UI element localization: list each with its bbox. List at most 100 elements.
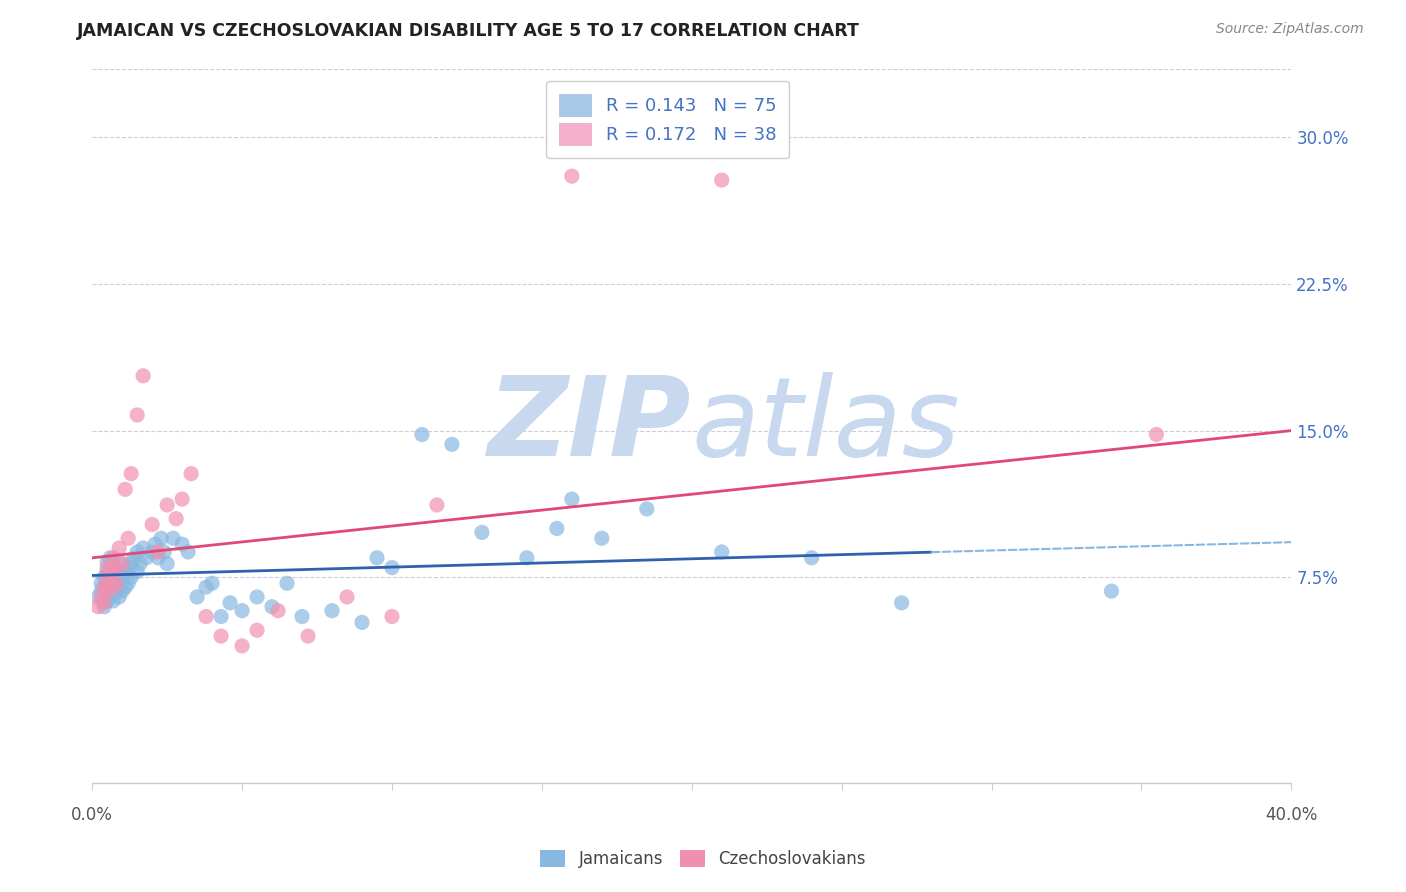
Text: 40.0%: 40.0% (1265, 806, 1317, 824)
Point (93, 596, 115, 610)
Point (276, 576, 298, 591)
Point (156, 557, 179, 571)
Point (98, 590, 121, 604)
Point (153, 545, 176, 559)
Point (165, 511, 187, 525)
Point (297, 629, 319, 643)
Text: 0.0%: 0.0% (72, 806, 112, 824)
Point (101, 570, 124, 584)
Point (366, 550, 388, 565)
Point (101, 594, 124, 608)
Point (96, 594, 118, 608)
Point (186, 590, 208, 604)
Point (108, 576, 131, 591)
Point (260, 599, 283, 614)
Point (150, 531, 173, 545)
Point (195, 609, 218, 624)
Point (636, 502, 658, 516)
Point (101, 580, 124, 594)
Text: atlas: atlas (692, 372, 960, 479)
Point (141, 545, 163, 559)
Point (146, 550, 169, 565)
Point (96, 560, 118, 574)
Point (267, 604, 290, 618)
Point (96, 555, 118, 569)
Point (101, 557, 124, 571)
Point (117, 560, 139, 574)
Point (146, 545, 169, 559)
Point (87, 599, 110, 614)
Legend: R = 0.143   N = 75, R = 0.172   N = 38: R = 0.143 N = 75, R = 0.172 N = 38 (547, 81, 789, 158)
Point (127, 408, 149, 422)
Point (561, 492, 583, 507)
Point (132, 541, 155, 555)
Point (90, 576, 112, 591)
Point (105, 570, 128, 584)
Point (231, 639, 253, 653)
Point (890, 596, 912, 610)
Text: Source: ZipAtlas.com: Source: ZipAtlas.com (1216, 22, 1364, 37)
Point (108, 590, 131, 604)
Point (96, 584, 118, 599)
Point (98, 565, 121, 579)
Point (117, 531, 139, 545)
Point (411, 427, 433, 442)
Point (127, 565, 149, 579)
Point (209, 629, 232, 643)
Point (98, 565, 121, 579)
Legend: Jamaicans, Czechoslovakians: Jamaicans, Czechoslovakians (534, 843, 872, 875)
Point (219, 596, 242, 610)
Point (120, 557, 142, 571)
Point (105, 560, 128, 574)
Point (120, 467, 142, 481)
Point (710, 173, 733, 187)
Point (127, 545, 149, 559)
Point (93, 580, 115, 594)
Point (143, 537, 166, 551)
Point (201, 576, 224, 591)
Point (96, 584, 118, 599)
Point (93, 580, 115, 594)
Text: ZIP: ZIP (488, 372, 692, 479)
Point (195, 580, 218, 594)
Point (172, 537, 194, 551)
Point (117, 576, 139, 591)
Point (114, 483, 136, 497)
Point (111, 584, 134, 599)
Point (98, 580, 121, 594)
Point (122, 550, 145, 565)
Point (114, 580, 136, 594)
Point (98, 576, 121, 591)
Text: JAMAICAN VS CZECHOSLOVAKIAN DISABILITY AGE 5 TO 17 CORRELATION CHART: JAMAICAN VS CZECHOSLOVAKIAN DISABILITY A… (77, 22, 860, 40)
Point (231, 604, 253, 618)
Point (111, 557, 134, 571)
Point (321, 604, 343, 618)
Point (591, 531, 613, 545)
Point (105, 576, 128, 591)
Point (93, 599, 115, 614)
Point (105, 584, 128, 599)
Point (156, 498, 179, 512)
Point (172, 492, 194, 507)
Point (471, 525, 494, 540)
Point (561, 169, 583, 183)
Point (336, 590, 359, 604)
Point (246, 624, 269, 638)
Point (1101, 584, 1123, 599)
Point (108, 541, 131, 555)
Point (101, 550, 124, 565)
Point (177, 545, 200, 559)
Point (114, 565, 136, 579)
Point (516, 550, 538, 565)
Point (111, 557, 134, 571)
Point (381, 560, 404, 574)
Point (710, 545, 733, 559)
Point (90, 590, 112, 604)
Point (350, 615, 373, 630)
Point (209, 609, 232, 624)
Point (132, 368, 155, 383)
Point (381, 609, 404, 624)
Point (90, 584, 112, 599)
Point (180, 467, 202, 481)
Point (129, 557, 152, 571)
